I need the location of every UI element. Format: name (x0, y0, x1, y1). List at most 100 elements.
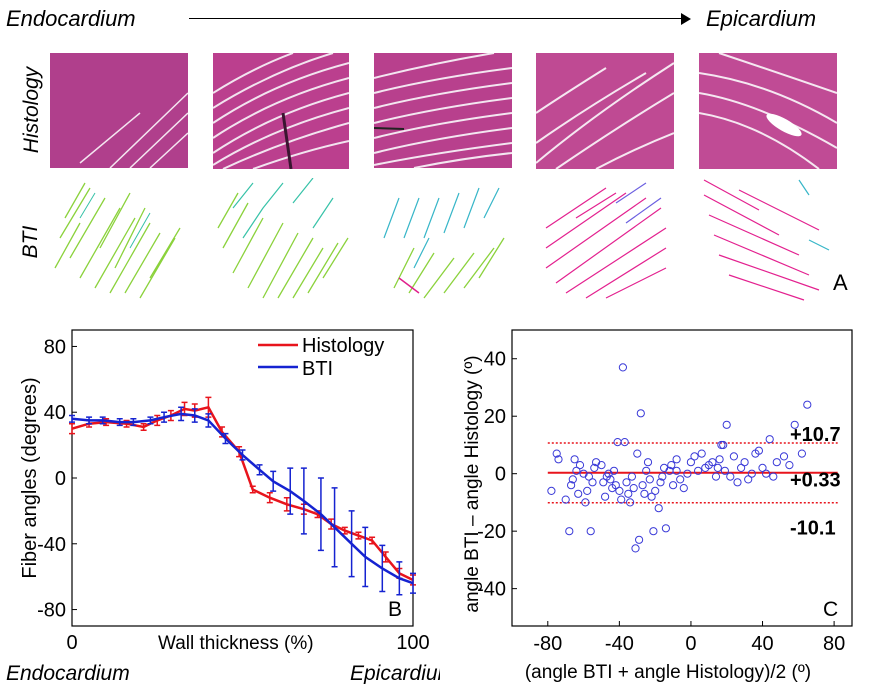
scatter-point (570, 455, 579, 464)
scatter-point (568, 475, 577, 484)
chart-b-epicardium: Epicardium (350, 662, 440, 684)
scatter-point (574, 489, 583, 498)
ytick-label: 40 (44, 402, 66, 424)
scatter-point (590, 463, 599, 472)
scatter-point (669, 481, 678, 490)
chart-c-reference-lines (547, 442, 838, 504)
error-bar (191, 408, 198, 423)
error-bar (355, 531, 362, 540)
error-bar (287, 467, 294, 515)
header-arrow (189, 18, 683, 19)
bti-tile-1 (54, 182, 181, 299)
error-bar (331, 487, 338, 568)
scatter-point (609, 466, 619, 475)
error-bar (300, 467, 307, 535)
error-bar (140, 422, 147, 432)
scatter-point (711, 472, 721, 481)
scatter-point (722, 420, 731, 429)
scatter-point (690, 452, 699, 461)
scatter-point (661, 524, 670, 533)
scatter-point (636, 409, 645, 418)
error-bar (379, 544, 386, 593)
error-bar (256, 464, 263, 476)
bti-tile-4 (545, 182, 667, 299)
ytick-label: -40 (37, 534, 66, 556)
scatter-point (713, 463, 722, 472)
scatter-point (785, 461, 794, 470)
error-bar (161, 411, 168, 423)
scatter-point (715, 455, 724, 464)
scatter-point (611, 481, 620, 490)
error-bar (369, 536, 376, 545)
histology-tile-5 (699, 53, 837, 169)
chart-b-xlabel: Wall thickness (%) (158, 633, 314, 654)
series-line-histology (71, 405, 414, 582)
chart-b-series-group (69, 396, 416, 596)
error-bar (69, 422, 75, 435)
bti-tile-5 (703, 179, 830, 301)
scatter-point (733, 478, 742, 487)
scatter-point (572, 466, 581, 475)
scatter-point (567, 481, 576, 490)
histology-texture-1 (50, 53, 188, 168)
scatter-point (779, 452, 789, 461)
error-bar (348, 510, 355, 578)
scatter-point (651, 486, 660, 495)
scatter-point (686, 458, 695, 467)
scatter-point (601, 492, 610, 501)
error-bar (270, 470, 277, 492)
legend-histology-label: Histology (302, 335, 384, 357)
scatter-point (626, 498, 635, 507)
ytick-label: -20 (477, 521, 506, 543)
scatter-point (606, 475, 615, 484)
scatter-point (672, 455, 681, 464)
scatter-point (740, 458, 749, 467)
scatter-point (656, 478, 665, 487)
error-bar (317, 477, 324, 552)
scatter-point (772, 458, 781, 467)
error-bar (249, 485, 256, 494)
xtick-label: -80 (533, 633, 562, 655)
scatter-point (581, 498, 590, 507)
error-bar (382, 551, 389, 563)
scatter-point (676, 475, 685, 484)
chart-b-frame (71, 329, 414, 627)
chart-c-frame (511, 329, 853, 627)
scatter-point (726, 472, 735, 481)
scatter-point (620, 438, 629, 447)
chart-c-yticks: 40 20 0 -20 -40 (477, 349, 517, 601)
error-bar (396, 561, 403, 596)
xtick-label: 0 (685, 633, 696, 655)
scatter-point (654, 504, 663, 513)
error-bar (178, 406, 185, 422)
ytick-label: 0 (495, 464, 506, 486)
scatter-point (762, 469, 771, 478)
scatter-point (547, 486, 556, 495)
scatter-point (633, 449, 642, 458)
scatter-point (729, 452, 738, 461)
scatter-point (672, 466, 681, 475)
scatter-point (554, 455, 563, 464)
scatter-point (627, 472, 636, 481)
scatter-point (758, 463, 767, 472)
histology-texture-2 (213, 53, 349, 169)
ytick-label: 0 (55, 468, 66, 490)
header-epicardium: Epicardium (706, 6, 817, 31)
error-bar (283, 496, 290, 512)
xtick-label: 100 (396, 632, 429, 654)
error-bar (239, 449, 246, 461)
reference-line-label: +10.7 (790, 424, 841, 446)
scatter-point (631, 544, 640, 553)
xtick-label: 80 (823, 633, 845, 655)
panel-label-b: B (388, 598, 402, 621)
scatter-point (617, 495, 626, 504)
reference-line-label: +0.33 (790, 470, 841, 492)
scatter-point (647, 492, 656, 501)
chart-b-xticks: 0 100 (66, 632, 429, 654)
series-line-bti (71, 412, 414, 585)
chart-c-xlabel: (angle BTI + angle Histology)/2 (º) (525, 662, 811, 683)
chart-b-legend: Histology BTI (258, 335, 384, 380)
scatter-point (683, 469, 692, 478)
bti-tile-3 (383, 187, 505, 299)
scatter-point (635, 535, 644, 544)
